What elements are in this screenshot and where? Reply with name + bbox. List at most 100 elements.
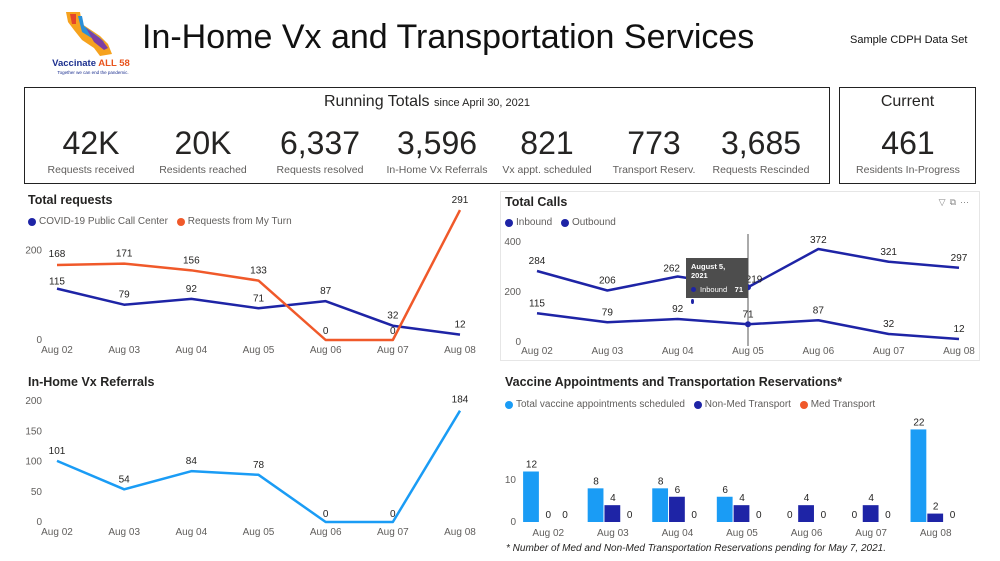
total-requests-chart[interactable]: Total requests COVID-19 Public Call Cent… bbox=[24, 193, 494, 361]
y-tick-label: 10 bbox=[505, 475, 517, 486]
x-tick-label: Aug 05 bbox=[243, 345, 275, 356]
chart-plot: 0 10 Aug 02 Aug 03 Aug 04 Aug 05 Aug 06 Aug 07 A… bbox=[505, 417, 956, 539]
vaccine-transport-chart[interactable]: Vaccine Appointments and Transportation … bbox=[502, 375, 980, 541]
chart-plot: 0 50 100 150 200 Aug 02 Aug 03 Aug 04 Aug 05 Aug … bbox=[25, 395, 476, 538]
data-label: 0 bbox=[885, 510, 891, 521]
bar bbox=[604, 505, 621, 522]
running-totals-since: since April 30, 2021 bbox=[434, 97, 531, 109]
legend-dot bbox=[176, 217, 185, 226]
y-tick-label: 0 bbox=[36, 517, 42, 528]
data-label: 8 bbox=[658, 476, 664, 487]
data-label: 32 bbox=[387, 311, 399, 322]
data-label: 0 bbox=[756, 510, 762, 521]
vaccinate-all-58-logo: Vaccinate ALL 58 Together we can end the… bbox=[48, 8, 134, 78]
data-label: 92 bbox=[672, 304, 684, 315]
x-tick-label: Aug 04 bbox=[662, 346, 694, 357]
tooltip-dot bbox=[691, 299, 694, 304]
data-label: 0 bbox=[627, 510, 633, 521]
kpi-residents-reached: 20K Residents reached bbox=[159, 125, 247, 176]
x-tick-label: Aug 08 bbox=[920, 528, 952, 539]
dataset-label: Sample CDPH Data Set bbox=[850, 34, 968, 46]
total-calls-chart[interactable]: Total Calls ▽⧉⋯ Inbound Outbound 0 200 400… bbox=[500, 191, 980, 361]
data-label: 0 bbox=[323, 509, 329, 520]
legend-item[interactable]: Total vaccine appointments scheduled bbox=[505, 399, 685, 410]
legend-dot bbox=[799, 400, 808, 409]
running-totals-title: Running Totals since April 30, 2021 bbox=[323, 93, 531, 110]
california-map-icon bbox=[66, 12, 112, 56]
bar bbox=[523, 471, 539, 522]
bar bbox=[927, 513, 944, 522]
legend-item[interactable]: Non-Med Transport bbox=[693, 399, 791, 410]
legend-item[interactable]: COVID-19 Public Call Center bbox=[28, 216, 168, 227]
series-line bbox=[56, 209, 462, 342]
bar bbox=[910, 429, 927, 522]
chart-legend: Inbound Outbound bbox=[505, 217, 622, 230]
data-label: 71 bbox=[742, 309, 754, 320]
data-label: 262 bbox=[663, 264, 680, 275]
x-tick-label: Aug 08 bbox=[444, 345, 476, 356]
x-tick-label: Aug 02 bbox=[532, 528, 564, 539]
focus-mode-icon[interactable]: ⧉ bbox=[949, 197, 960, 207]
legend-item[interactable]: Outbound bbox=[560, 217, 616, 228]
kpi-transport-reserv: 773 Transport Reserv. bbox=[612, 125, 696, 176]
bar bbox=[716, 496, 733, 522]
x-tick-label: Aug 04 bbox=[662, 528, 694, 539]
footnote: * Number of Med and Non-Med Transportati… bbox=[506, 543, 887, 554]
y-tick-label: 400 bbox=[504, 237, 521, 248]
legend-dot bbox=[28, 217, 36, 226]
legend-item[interactable]: Med Transport bbox=[799, 399, 875, 410]
kpi-residents-in-progress: 461 Residents In-Progress bbox=[856, 125, 960, 176]
data-label: 0 bbox=[546, 510, 552, 521]
data-label: 4 bbox=[868, 493, 874, 504]
chart-legend: COVID-19 Public Call Center Requests fro… bbox=[28, 216, 298, 229]
x-tick-label: Aug 07 bbox=[873, 346, 905, 357]
x-tick-label: Aug 05 bbox=[732, 346, 764, 357]
x-tick-label: Aug 06 bbox=[310, 345, 342, 356]
bar bbox=[862, 505, 879, 522]
data-label: 12 bbox=[526, 460, 538, 471]
data-label: 156 bbox=[183, 255, 200, 266]
data-label: 101 bbox=[49, 446, 66, 457]
kpi-requests-rescinded: 3,685 Requests Rescinded bbox=[712, 125, 810, 176]
y-tick-label: 0 bbox=[36, 335, 42, 346]
data-label: 78 bbox=[253, 460, 265, 471]
legend-item[interactable]: Requests from My Turn bbox=[176, 216, 292, 227]
data-label: 4 bbox=[610, 493, 616, 504]
tooltip-dot bbox=[691, 287, 696, 292]
data-label: 79 bbox=[119, 290, 131, 301]
kpi-inhome-referrals: 3,596 In-Home Vx Referrals bbox=[386, 125, 488, 176]
x-tick-label: Aug 07 bbox=[855, 528, 887, 539]
chart-legend: Total vaccine appointments scheduled Non… bbox=[505, 399, 881, 412]
y-tick-label: 200 bbox=[504, 287, 521, 298]
legend-item[interactable]: Inbound bbox=[505, 217, 552, 228]
data-label: 115 bbox=[49, 277, 65, 288]
series-line bbox=[56, 287, 461, 336]
data-label: 0 bbox=[852, 510, 858, 521]
data-label: 0 bbox=[691, 510, 697, 521]
x-tick-label: Aug 03 bbox=[108, 345, 140, 356]
x-tick-label: Aug 04 bbox=[175, 345, 207, 356]
data-label: 297 bbox=[951, 253, 968, 264]
data-label: 8 bbox=[593, 476, 599, 487]
inhome-referrals-chart[interactable]: In-Home Vx Referrals 0 50 100 150 200 Aug 02 A… bbox=[24, 375, 494, 543]
x-tick-label: Aug 07 bbox=[377, 345, 409, 356]
data-label: 2 bbox=[933, 502, 939, 513]
data-label: 0 bbox=[562, 510, 568, 521]
filter-icon[interactable]: ▽ bbox=[938, 197, 950, 207]
data-label: 168 bbox=[49, 249, 66, 260]
data-label: 71 bbox=[253, 293, 265, 304]
x-tick-label: Aug 02 bbox=[41, 345, 73, 356]
data-label: 0 bbox=[950, 510, 956, 521]
data-label: 12 bbox=[454, 320, 466, 331]
x-tick-label: Aug 03 bbox=[597, 528, 629, 539]
data-label: 0 bbox=[323, 326, 329, 337]
page-title: In-Home Vx and Transportation Services bbox=[142, 18, 755, 56]
logo-text: Vaccinate ALL 58 bbox=[52, 58, 130, 69]
x-tick-label: Aug 05 bbox=[243, 527, 275, 538]
data-label: 291 bbox=[452, 195, 469, 206]
data-label: 87 bbox=[813, 305, 825, 316]
running-totals-card: Running Totals since April 30, 2021 42K R… bbox=[24, 87, 830, 184]
more-options-icon[interactable]: ⋯ bbox=[960, 197, 973, 207]
x-tick-label: Aug 06 bbox=[802, 346, 834, 357]
legend-dot bbox=[560, 218, 569, 227]
